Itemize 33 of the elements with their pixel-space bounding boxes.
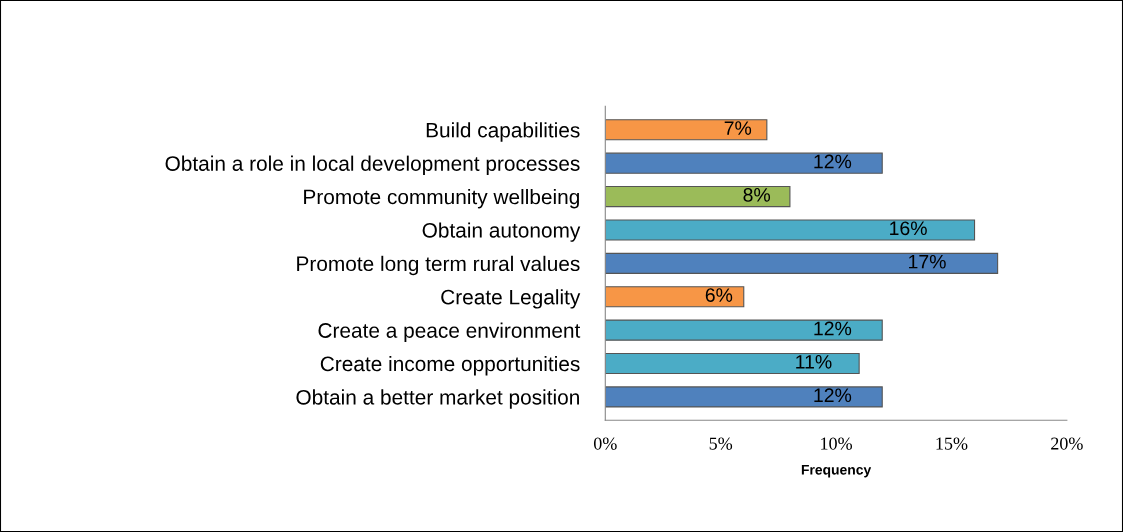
data-label: 12% bbox=[814, 388, 852, 403]
bar bbox=[605, 319, 883, 341]
bar bbox=[605, 219, 976, 241]
x-axis-title: Frequency bbox=[801, 464, 872, 478]
bar bbox=[605, 386, 883, 408]
data-label: 16% bbox=[890, 221, 927, 236]
data-label: 17% bbox=[909, 254, 946, 269]
bar bbox=[605, 185, 791, 208]
y-tick-label: Obtain a role in local development processes bbox=[165, 155, 580, 176]
x-tick-label: 5% bbox=[709, 437, 733, 450]
y-tick-label: Create a peace environment bbox=[318, 322, 581, 342]
bar bbox=[605, 286, 745, 308]
bar bbox=[605, 352, 860, 375]
y-tick-label: Promote community wellbeing bbox=[304, 189, 579, 209]
y-tick-label: Create income opportunities bbox=[320, 355, 580, 376]
data-label: 6% bbox=[705, 288, 733, 302]
y-tick-label: Obtain a better market position bbox=[296, 389, 579, 409]
bar bbox=[605, 119, 768, 141]
y-tick-label: Promote long term rural values bbox=[297, 255, 580, 276]
y-tick-label: Build capabilities bbox=[426, 122, 580, 142]
data-label: 11% bbox=[796, 355, 832, 369]
y-tick-label: Create Legality bbox=[441, 289, 581, 309]
data-label: 12% bbox=[814, 154, 852, 169]
bar bbox=[605, 152, 883, 174]
x-tick-label: 0% bbox=[593, 437, 617, 450]
x-tick-label: 15% bbox=[936, 437, 968, 450]
bar bbox=[605, 252, 999, 274]
data-label: 7% bbox=[724, 121, 752, 135]
data-label: 8% bbox=[743, 188, 771, 202]
x-tick-label: 20% bbox=[1051, 437, 1083, 450]
data-label: 12% bbox=[814, 321, 852, 336]
x-tick-label: 10% bbox=[821, 437, 853, 450]
y-tick-label: Obtain autonomy bbox=[422, 222, 581, 242]
